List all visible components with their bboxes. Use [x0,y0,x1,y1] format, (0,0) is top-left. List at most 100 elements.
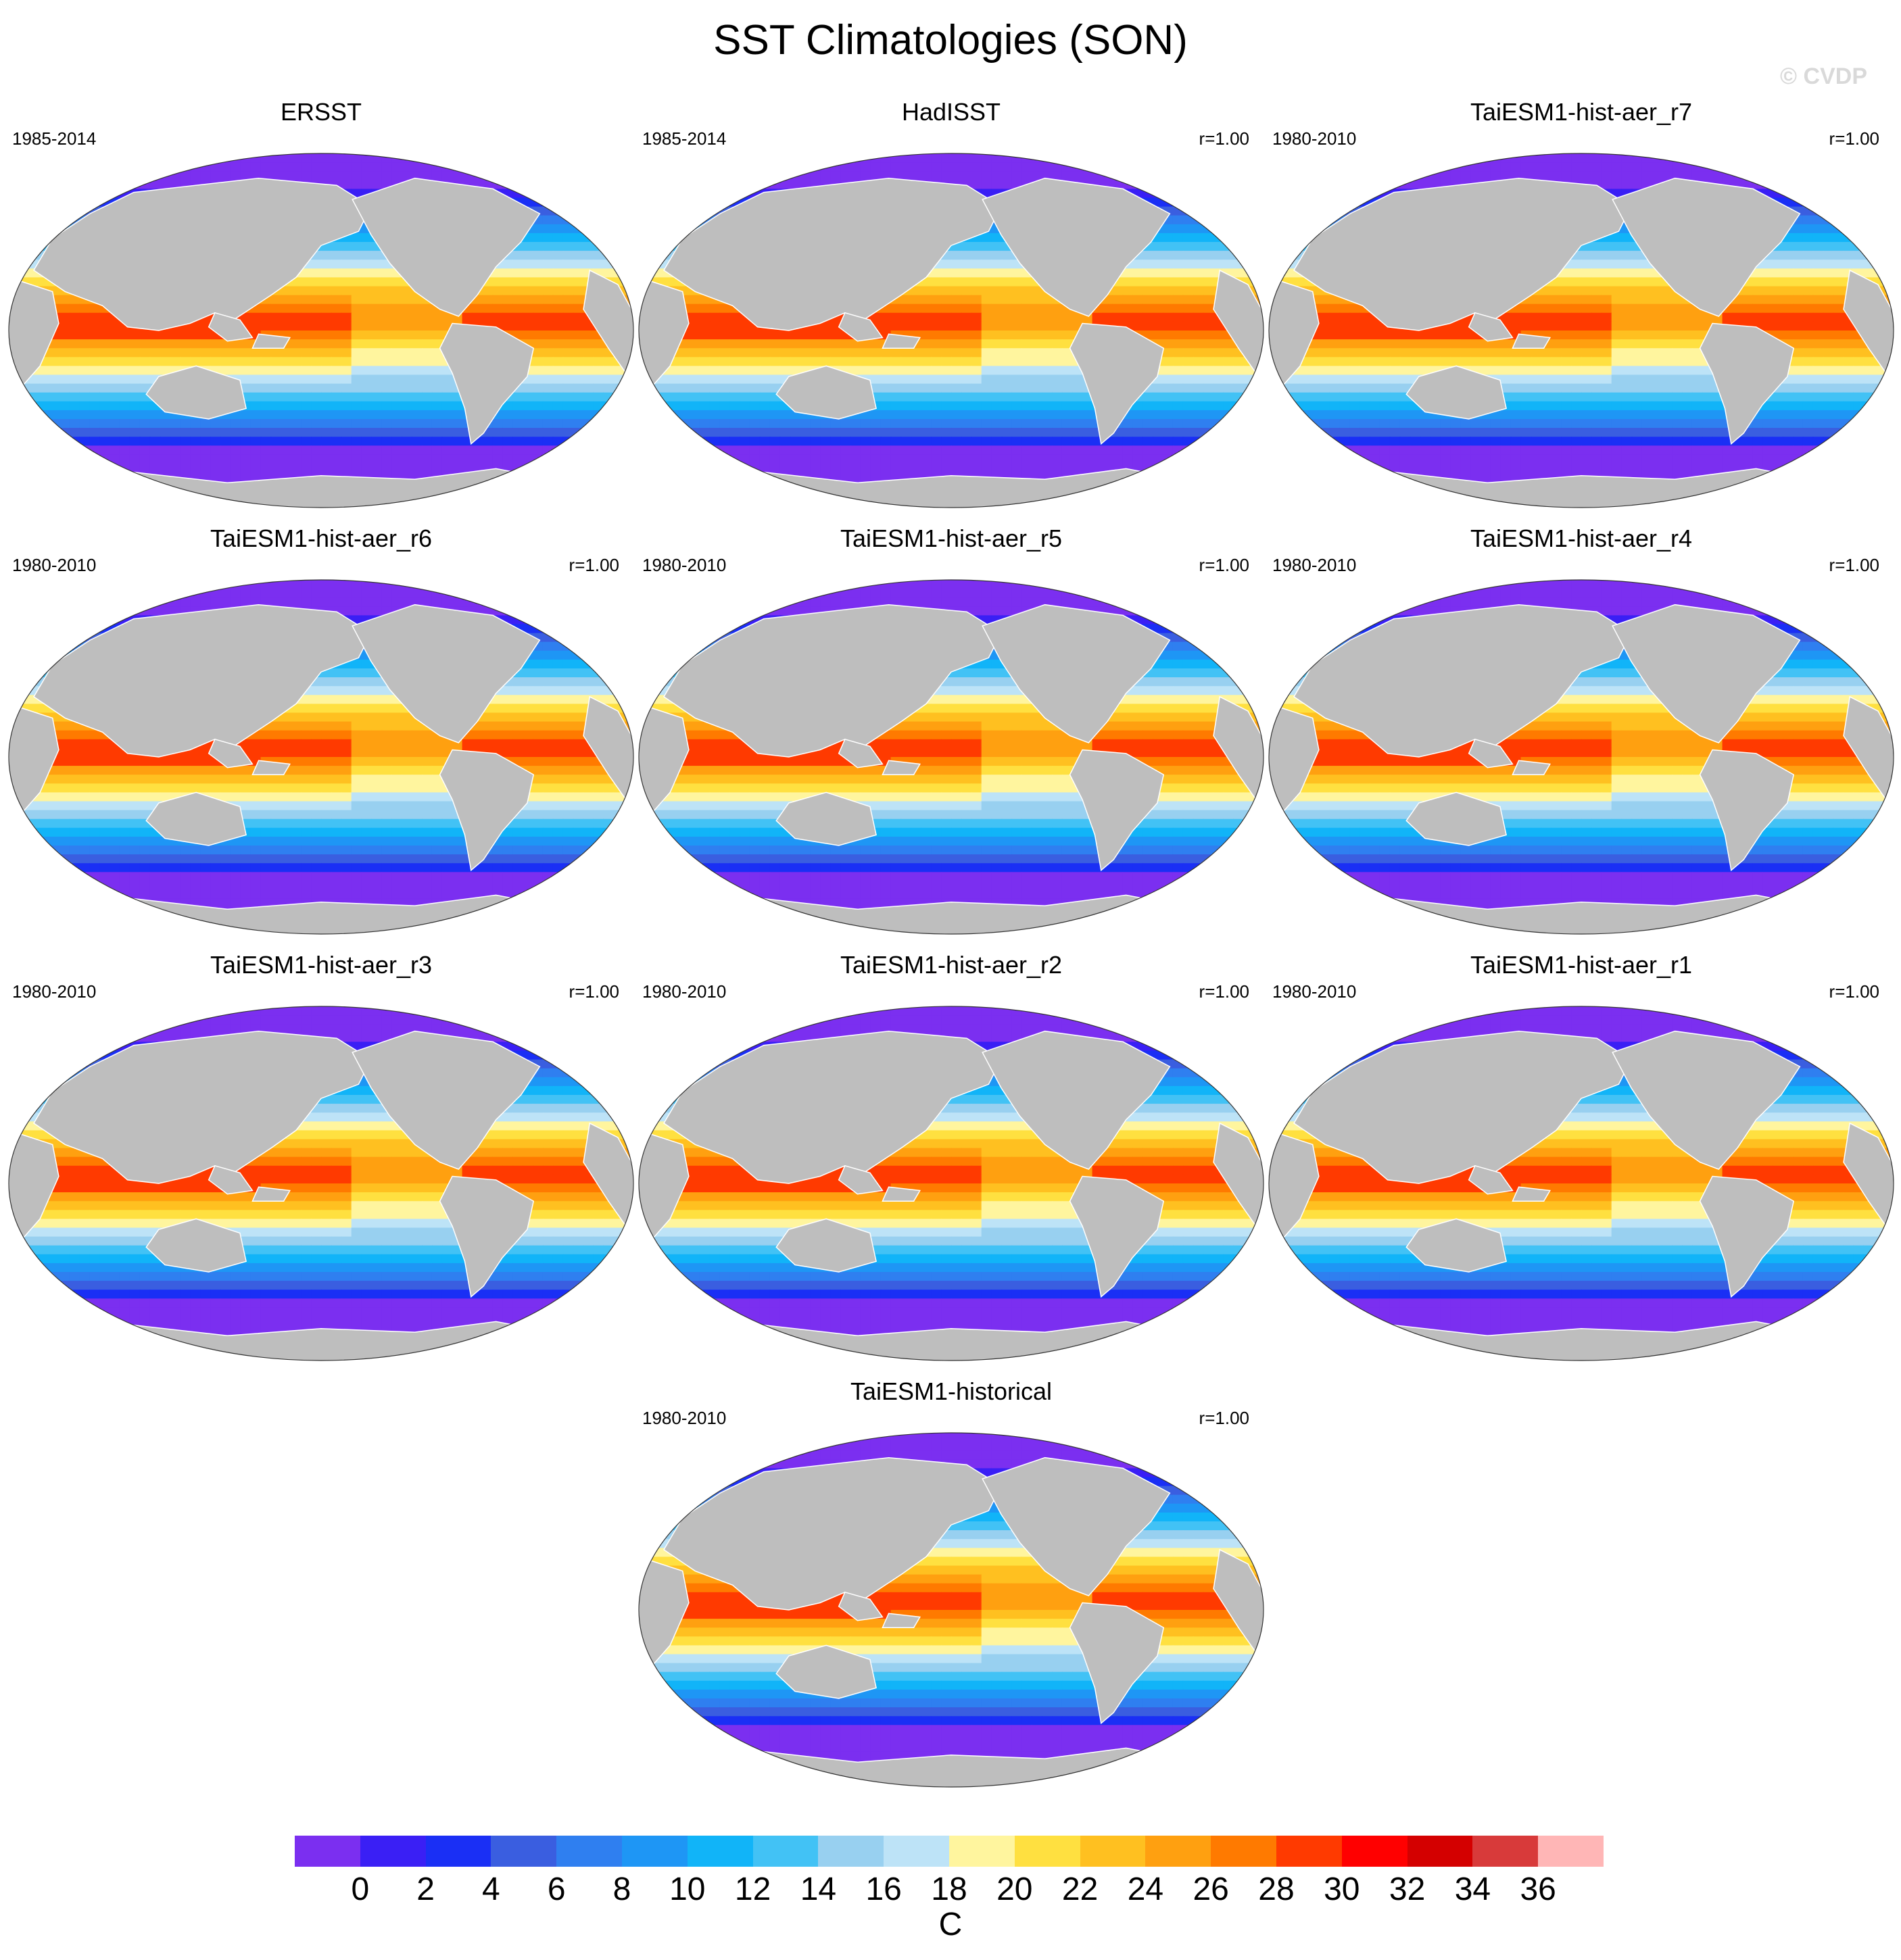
sst-cell [1112,481,1124,491]
sst-cell [149,498,161,508]
sst-cell [1142,153,1153,163]
sst-cell [291,445,302,456]
sst-cell [870,410,882,420]
sst-cell [301,162,312,172]
sst-cell [523,242,533,251]
sst-cell [59,180,70,190]
sst-cell [971,180,982,190]
sst-cell [1042,498,1053,508]
sst-cell [462,454,473,464]
sst-cell [39,489,50,499]
sst-cell [552,392,564,402]
sst-cell [321,392,332,402]
sst-cell [639,153,650,163]
sst-cell [250,454,262,464]
sst-cell [749,454,761,464]
sst-cell [1032,445,1042,456]
sst-cell [240,437,251,447]
sst-cell [790,489,801,499]
sst-cell [820,437,831,447]
sst-cell [321,153,332,163]
sst-cell [341,463,352,473]
sst-cell [533,392,544,402]
sst-cell [740,445,750,456]
sst-cell [1163,321,1174,331]
sst-cell [270,357,282,367]
sst-cell [689,498,700,508]
sst-cell [1122,454,1134,464]
sst-cell [1153,489,1163,499]
sst-cell [552,224,564,234]
sst-cell [830,348,841,358]
sst-cell [921,366,932,376]
sst-cell [1052,348,1063,358]
sst-cell [729,374,740,385]
sst-cell [1172,489,1184,499]
sst-cell [9,215,20,225]
sst-cell [1253,374,1264,385]
sst-cell [951,463,962,473]
sst-cell [79,339,90,349]
sst-cell [911,321,922,331]
sst-cell [1243,463,1254,473]
sst-cell [351,277,362,287]
sst-cell [593,153,604,163]
sst-cell [431,437,443,447]
sst-cell [900,445,912,456]
sst-cell [462,498,473,508]
sst-cell [1132,171,1143,181]
sst-cell [301,366,312,376]
sst-cell [1213,383,1224,393]
sst-cell [190,321,201,331]
sst-cell [709,171,720,181]
sst-cell [69,171,80,181]
sst-cell [321,260,332,270]
sst-cell [139,498,151,508]
sst-cell [583,162,594,172]
sst-cell [200,445,211,456]
sst-cell [1042,428,1053,437]
sst-cell [573,419,584,428]
sst-cell [1052,374,1063,385]
sst-cell [59,401,70,411]
sst-cell [1172,189,1184,199]
sst-cell [270,419,282,428]
sst-cell [1001,277,1013,287]
sst-cell [880,312,892,322]
sst-cell [1011,392,1023,402]
sst-cell [1153,383,1163,393]
sst-cell [250,374,262,385]
sst-cell [1082,410,1093,420]
sst-cell [779,357,791,367]
sst-cell [623,463,633,473]
sst-cell [1032,374,1042,385]
sst-cell [593,189,604,199]
sst-cell [790,419,801,428]
sst-cell [971,428,982,437]
sst-cell [472,454,483,464]
sst-cell [1001,428,1013,437]
sst-cell [1021,162,1032,172]
sst-cell [311,303,322,314]
sst-cell [301,312,312,322]
sst-cell [119,392,130,402]
sst-cell [850,463,861,473]
sst-cell [900,312,912,322]
sst-cell [39,454,50,464]
sst-cell [1001,303,1013,314]
sst-cell [341,383,352,393]
sst-cell [291,357,302,367]
sst-cell [431,419,443,428]
sst-cell [961,260,972,270]
sst-cell [719,401,730,411]
sst-cell [779,348,791,358]
sst-cell [951,401,962,411]
sst-cell [689,392,700,402]
sst-cell [749,392,761,402]
sst-cell [170,153,181,163]
sst-cell [679,162,690,172]
sst-cell [1193,312,1204,322]
sst-cell [1243,232,1254,243]
sst-cell [1193,286,1204,296]
sst-cell [1032,401,1042,411]
